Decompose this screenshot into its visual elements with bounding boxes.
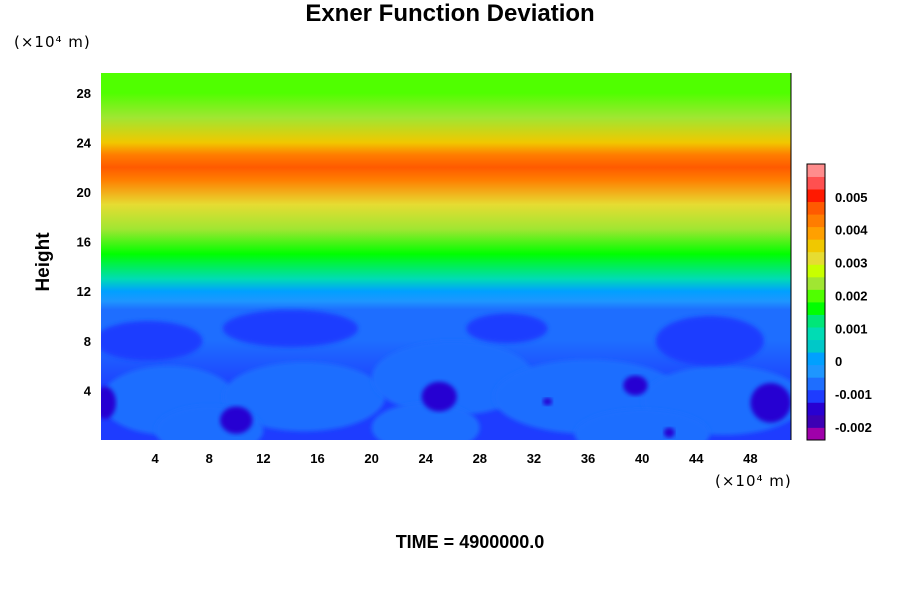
perturbation-layer xyxy=(101,309,791,440)
colorbar-swatch xyxy=(807,276,825,290)
perturbation-blob xyxy=(371,340,534,416)
x-tick-label: 40 xyxy=(635,451,649,466)
x-tick-label: 4 xyxy=(152,451,160,466)
colorbar-swatch xyxy=(807,377,825,391)
colorbar-tick-label: 0.001 xyxy=(835,321,868,336)
colorbar-swatch xyxy=(807,402,825,416)
y-axis-unit: (×10⁴ m) xyxy=(14,33,91,51)
colorbar-swatch xyxy=(807,302,825,315)
colorbar-swatch xyxy=(807,164,825,177)
colorbar-swatch xyxy=(807,201,825,215)
perturbation-blob xyxy=(466,313,548,344)
colorbar-tick-label: -0.002 xyxy=(835,420,872,435)
colorbar-swatch xyxy=(807,239,825,253)
y-tick-label: 28 xyxy=(77,86,91,101)
colorbar-swatch xyxy=(807,226,825,240)
x-axis-unit: (×10⁴ m) xyxy=(715,472,792,490)
perturbation-blob xyxy=(421,381,457,412)
colorbar-swatch xyxy=(807,264,825,278)
perturbation-blob xyxy=(574,409,710,440)
colorbar-frame xyxy=(806,163,826,441)
perturbation-blob xyxy=(220,406,253,434)
perturbation-blob xyxy=(623,375,648,396)
y-tick-label: 20 xyxy=(77,185,91,200)
colorbar-tick-label: 0.002 xyxy=(835,288,868,303)
colorbar-swatch xyxy=(807,289,825,303)
colorbar-swatch xyxy=(807,327,825,341)
perturbation-blob xyxy=(371,402,480,440)
colorbar-swatch xyxy=(807,414,825,428)
colorbar-swatch xyxy=(807,427,825,441)
y-tick-label: 8 xyxy=(84,334,91,349)
x-tick-label: 28 xyxy=(473,451,487,466)
colorbar-swatch xyxy=(807,389,825,403)
chart-title: Exner Function Deviation xyxy=(305,0,595,27)
x-tick-label: 44 xyxy=(689,451,704,466)
perturbation-blob xyxy=(222,361,386,432)
colorbar-tick-label: -0.001 xyxy=(835,387,872,402)
x-tick-label: 12 xyxy=(256,451,270,466)
y-tick-label: 12 xyxy=(77,284,91,299)
colorbar-tick-label: 0.005 xyxy=(835,190,868,205)
y-tick-label: 4 xyxy=(84,383,92,398)
x-tick-label: 32 xyxy=(527,451,541,466)
colorbar-swatch xyxy=(807,189,825,203)
colorbar-swatch xyxy=(807,339,825,353)
time-label: TIME = 4900000.0 xyxy=(395,532,545,552)
plot-area xyxy=(101,73,792,440)
x-tick-label: 48 xyxy=(743,451,757,466)
perturbation-blob xyxy=(655,316,764,366)
colorbar-swatch xyxy=(807,352,825,366)
colorbar-swatch xyxy=(807,251,825,265)
y-tick-label: 16 xyxy=(77,235,91,250)
colorbar-swatch xyxy=(807,214,825,228)
colorbar: 0.005 0.004 0.003 0.002 0.001 0 -0.001 -0.002 xyxy=(806,163,872,441)
colorbar-tick-label: 0 xyxy=(835,354,842,369)
x-tick-label: 20 xyxy=(364,451,378,466)
colorbar-tick-label: 0.004 xyxy=(835,223,868,238)
y-tick-label: 24 xyxy=(77,135,92,150)
x-tick-label: 8 xyxy=(206,451,213,466)
x-tick-label: 36 xyxy=(581,451,595,466)
perturbation-blob xyxy=(101,386,116,419)
colorbar-tick-label: 0.003 xyxy=(835,256,868,271)
colorbar-swatch xyxy=(807,364,825,378)
y-axis-ticks: 4 8 12 16 20 24 28 xyxy=(77,86,92,399)
perturbation-blob xyxy=(222,309,359,348)
x-tick-label: 24 xyxy=(418,451,433,466)
perturbation-blob xyxy=(542,397,553,406)
x-tick-label: 16 xyxy=(310,451,324,466)
colorbar-swatch xyxy=(807,314,825,328)
x-axis-ticks: 4 8 12 16 20 24 28 32 36 40 44 48 xyxy=(152,451,758,466)
perturbation-blob xyxy=(663,427,675,438)
perturbation-blob xyxy=(101,320,203,361)
colorbar-swatch xyxy=(807,176,825,190)
perturbation-blob xyxy=(750,382,791,423)
